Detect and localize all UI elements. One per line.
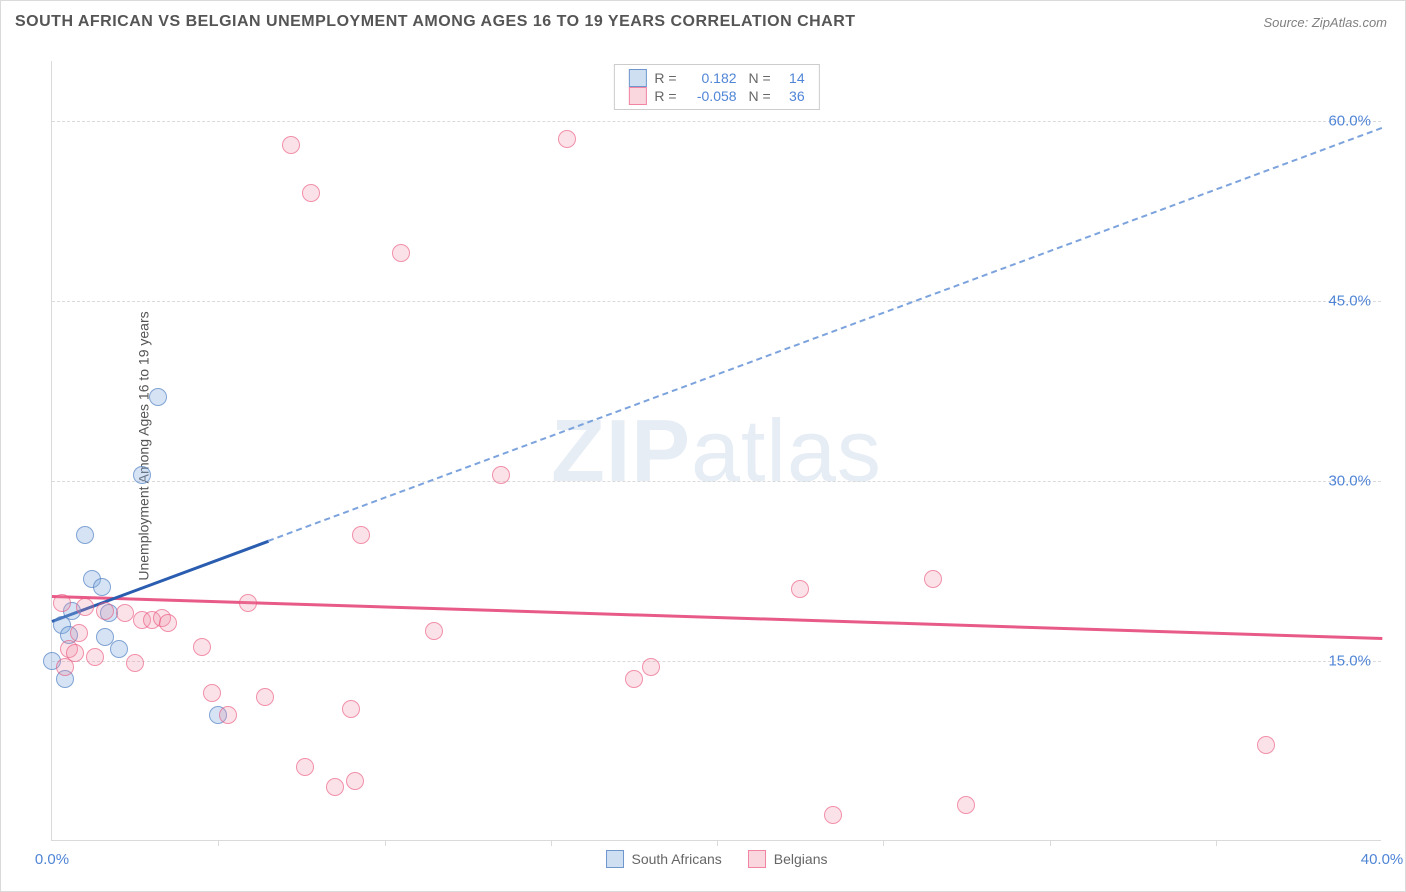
x-tick-label: 0.0% — [35, 851, 69, 868]
data-point — [824, 806, 842, 824]
data-point — [1257, 736, 1275, 754]
data-point — [296, 758, 314, 776]
swatch-blue — [628, 69, 646, 87]
legend-row-blue: R = 0.182 N = 14 — [628, 69, 804, 87]
data-point — [66, 644, 84, 662]
data-point — [239, 594, 257, 612]
data-point — [256, 688, 274, 706]
series-legend: South Africans Belgians — [606, 850, 828, 868]
plot-area: ZIPatlas R = 0.182 N = 14 R = -0.058 N =… — [51, 61, 1381, 841]
data-point — [70, 624, 88, 642]
data-point — [924, 570, 942, 588]
correlation-legend: R = 0.182 N = 14 R = -0.058 N = 36 — [613, 64, 819, 110]
data-point — [159, 614, 177, 632]
x-tick — [551, 840, 552, 846]
legend-item-belgians: Belgians — [748, 850, 828, 868]
x-tick — [218, 840, 219, 846]
data-point — [957, 796, 975, 814]
x-tick — [385, 840, 386, 846]
data-point — [76, 598, 94, 616]
data-point — [203, 684, 221, 702]
data-point — [149, 388, 167, 406]
data-point — [193, 638, 211, 656]
swatch-pink — [628, 87, 646, 105]
x-tick — [883, 840, 884, 846]
y-tick-label: 15.0% — [1328, 653, 1371, 670]
data-point — [53, 594, 71, 612]
data-point — [342, 700, 360, 718]
swatch-pink-icon — [748, 850, 766, 868]
r-value-blue: 0.182 — [685, 70, 737, 86]
swatch-blue-icon — [606, 850, 624, 868]
gridline — [52, 301, 1381, 302]
x-tick — [1216, 840, 1217, 846]
r-value-pink: -0.058 — [685, 88, 737, 104]
data-point — [425, 622, 443, 640]
data-point — [346, 772, 364, 790]
data-point — [642, 658, 660, 676]
chart-container: SOUTH AFRICAN VS BELGIAN UNEMPLOYMENT AM… — [0, 0, 1406, 892]
source-label: Source: ZipAtlas.com — [1263, 15, 1387, 30]
gridline — [52, 481, 1381, 482]
data-point — [352, 526, 370, 544]
data-point — [326, 778, 344, 796]
data-point — [219, 706, 237, 724]
data-point — [282, 136, 300, 154]
data-point — [302, 184, 320, 202]
y-tick-label: 60.0% — [1328, 113, 1371, 130]
data-point — [126, 654, 144, 672]
x-tick — [717, 840, 718, 846]
gridline — [52, 121, 1381, 122]
n-value-blue: 14 — [779, 70, 805, 86]
legend-row-pink: R = -0.058 N = 36 — [628, 87, 804, 105]
chart-title: SOUTH AFRICAN VS BELGIAN UNEMPLOYMENT AM… — [15, 13, 856, 31]
gridline — [52, 661, 1381, 662]
data-point — [392, 244, 410, 262]
data-point — [76, 526, 94, 544]
y-tick-label: 30.0% — [1328, 473, 1371, 490]
x-tick-label: 40.0% — [1361, 851, 1404, 868]
data-point — [791, 580, 809, 598]
n-value-pink: 36 — [779, 88, 805, 104]
data-point — [110, 640, 128, 658]
data-point — [558, 130, 576, 148]
data-point — [96, 602, 114, 620]
legend-item-south-africans: South Africans — [606, 850, 722, 868]
x-tick — [1050, 840, 1051, 846]
data-point — [133, 466, 151, 484]
y-tick-label: 45.0% — [1328, 293, 1371, 310]
data-point — [93, 578, 111, 596]
trend-line — [268, 127, 1383, 542]
data-point — [492, 466, 510, 484]
watermark: ZIPatlas — [551, 400, 882, 502]
data-point — [625, 670, 643, 688]
data-point — [86, 648, 104, 666]
data-point — [116, 604, 134, 622]
